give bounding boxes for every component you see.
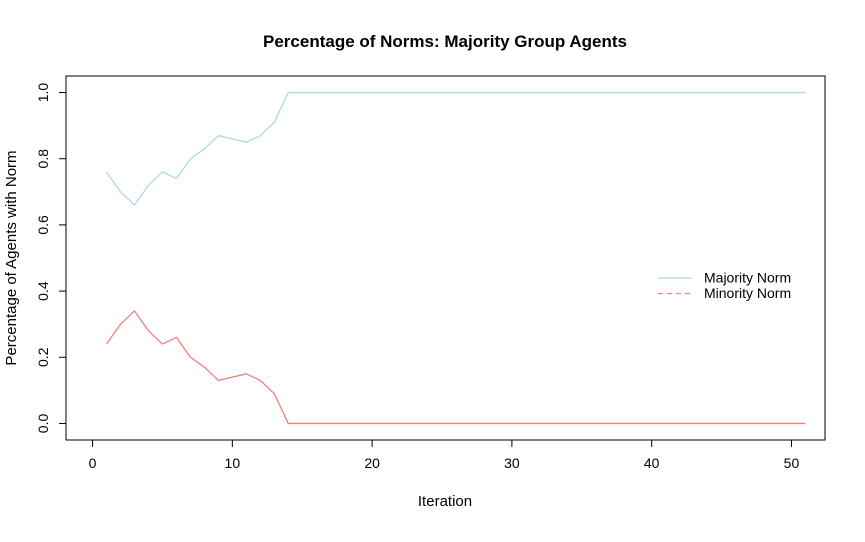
x-tick-label: 40 — [644, 455, 660, 471]
y-axis-title: Percentage of Agents with Norm — [3, 150, 20, 365]
legend-label-majority: Majority Norm — [704, 270, 791, 286]
y-tick-label: 1.0 — [35, 83, 51, 103]
y-tick-label: 0.0 — [35, 414, 51, 434]
chart-title: Percentage of Norms: Majority Group Agen… — [263, 32, 627, 51]
legend: Majority Norm Minority Norm — [658, 270, 791, 301]
x-tick-label: 20 — [364, 455, 380, 471]
minority-norm-line — [106, 310, 806, 425]
x-axis-ticks: 0 10 20 30 40 50 — [89, 440, 800, 471]
plot-border — [65, 75, 826, 441]
x-tick-label: 50 — [784, 455, 800, 471]
y-tick-label: 0.8 — [35, 149, 51, 169]
majority-norm-line — [106, 91, 806, 206]
y-tick-label: 0.2 — [35, 347, 51, 367]
y-tick-label: 0.4 — [35, 281, 51, 301]
y-axis-ticks: 0.0 0.2 0.4 0.6 0.8 1.0 — [35, 83, 66, 434]
x-tick-label: 10 — [225, 455, 241, 471]
y-tick-label: 0.6 — [35, 215, 51, 235]
x-axis-title: Iteration — [418, 493, 472, 510]
legend-label-minority: Minority Norm — [704, 285, 791, 301]
x-tick-label: 30 — [504, 455, 520, 471]
data-series — [106, 91, 806, 425]
x-tick-label: 0 — [89, 455, 97, 471]
